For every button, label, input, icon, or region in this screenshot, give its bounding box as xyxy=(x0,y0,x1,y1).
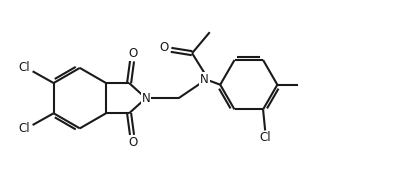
Text: O: O xyxy=(159,41,168,54)
Text: O: O xyxy=(128,47,137,60)
Text: Cl: Cl xyxy=(18,61,30,74)
Text: O: O xyxy=(128,136,137,149)
Text: N: N xyxy=(200,73,209,86)
Text: N: N xyxy=(142,92,150,105)
Text: Cl: Cl xyxy=(18,122,30,135)
Text: Cl: Cl xyxy=(260,132,271,144)
